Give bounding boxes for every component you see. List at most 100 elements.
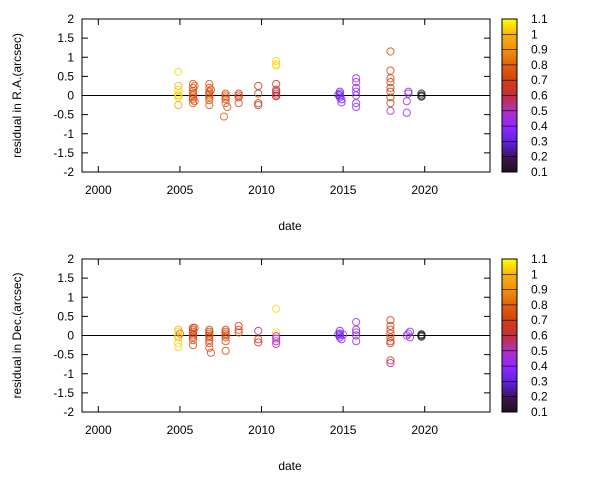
y-tick-label: -1.5 bbox=[53, 386, 74, 400]
data-point bbox=[334, 90, 343, 99]
colorbar-segment bbox=[502, 361, 517, 365]
data-point bbox=[174, 67, 183, 76]
data-point bbox=[234, 325, 243, 334]
colorbar-tick-label: 0.6 bbox=[531, 329, 548, 343]
colorbar-segment bbox=[502, 284, 517, 288]
colorbar-segment bbox=[502, 274, 517, 278]
colorbar-segment bbox=[502, 67, 517, 71]
data-point bbox=[254, 100, 263, 110]
colorbar-segment bbox=[502, 299, 517, 303]
colorbar-segment bbox=[502, 378, 517, 382]
y-tick-label: 1.5 bbox=[57, 31, 74, 45]
data-point bbox=[206, 85, 216, 94]
data-point bbox=[386, 333, 395, 342]
data-point bbox=[352, 337, 361, 346]
colorbar-segment bbox=[502, 49, 517, 53]
data-point bbox=[206, 348, 216, 357]
colorbar-segment bbox=[502, 343, 517, 347]
colorbar-segment bbox=[502, 108, 517, 112]
y-tick-label: -1.5 bbox=[53, 146, 74, 160]
colorbar-segment bbox=[502, 110, 517, 114]
colorbar-segment bbox=[502, 105, 517, 109]
x-tick-label: 2000 bbox=[85, 423, 112, 437]
colorbar-segment bbox=[502, 156, 517, 160]
colorbar-segment bbox=[502, 330, 517, 334]
colorbar-segment bbox=[502, 259, 517, 263]
data-point bbox=[386, 339, 395, 348]
colorbar-segment bbox=[502, 146, 517, 150]
colorbar-tick-label: 0.1 bbox=[531, 405, 548, 419]
data-point bbox=[221, 99, 230, 108]
colorbar-tick-label: 0.4 bbox=[531, 359, 548, 373]
colorbar-segment bbox=[502, 47, 517, 51]
colorbar-segment bbox=[502, 72, 517, 76]
colorbar-tick-label: 0.9 bbox=[531, 283, 548, 297]
x-tick-label: 2005 bbox=[167, 183, 194, 197]
data-point bbox=[205, 95, 214, 105]
y-tick-label: -0.5 bbox=[53, 348, 74, 362]
y-tick-label: 1 bbox=[67, 50, 74, 64]
colorbar-segment bbox=[502, 312, 517, 316]
y-tick-label: 0.5 bbox=[57, 69, 74, 83]
data-point bbox=[190, 81, 199, 91]
data-point bbox=[188, 86, 198, 96]
y-tick-label: 1.5 bbox=[57, 271, 74, 285]
colorbar-segment bbox=[502, 289, 517, 293]
colorbar-segment bbox=[502, 404, 517, 408]
colorbar-segment bbox=[502, 149, 517, 153]
colorbar-segment bbox=[502, 29, 517, 33]
colorbar-segment bbox=[502, 59, 517, 63]
colorbar-tick-label: 0.5 bbox=[531, 104, 548, 118]
colorbar-segment bbox=[502, 62, 517, 66]
data-point bbox=[205, 343, 214, 352]
colorbar-segment bbox=[502, 115, 517, 119]
colorbar-segment bbox=[502, 315, 517, 319]
colorbar-tick-label: 0.3 bbox=[531, 134, 548, 148]
colorbar-segment bbox=[502, 406, 517, 410]
colorbar-segment bbox=[502, 281, 517, 285]
data-point bbox=[205, 339, 214, 348]
data-point bbox=[386, 66, 395, 75]
data-point bbox=[386, 78, 395, 87]
colorbar-segment bbox=[502, 394, 517, 398]
y-tick-label: -2 bbox=[63, 165, 74, 179]
colorbar-segment bbox=[502, 159, 517, 163]
colorbar-segment bbox=[502, 75, 517, 79]
data-point bbox=[254, 335, 263, 344]
data-point bbox=[272, 328, 281, 337]
data-point bbox=[417, 332, 426, 341]
colorbar-segment bbox=[502, 138, 517, 142]
colorbar-segment bbox=[502, 294, 517, 298]
colorbar-segment bbox=[502, 36, 517, 40]
data-point bbox=[219, 112, 229, 121]
colorbar-segment bbox=[502, 279, 517, 283]
colorbar-segment bbox=[502, 307, 517, 311]
colorbar-segment bbox=[502, 383, 517, 387]
data-point bbox=[174, 100, 183, 110]
colorbar-segment bbox=[502, 77, 517, 81]
colorbar-segment bbox=[502, 98, 517, 102]
colorbar-segment bbox=[502, 164, 517, 168]
data-point bbox=[352, 325, 361, 334]
data-point bbox=[188, 340, 198, 350]
colorbar-segment bbox=[502, 90, 517, 94]
colorbar-segment bbox=[502, 386, 517, 390]
data-point bbox=[205, 100, 214, 110]
colorbar-segment bbox=[502, 131, 517, 135]
colorbar-segment bbox=[502, 169, 517, 173]
colorbar-tick-label: 1.1 bbox=[531, 252, 548, 266]
colorbar-segment bbox=[502, 325, 517, 329]
plot-panel-1: -2 -1.5 -1 -0.5 0 0.5 1 1.5 2 2000 2005 2010 2015 202… bbox=[10, 12, 548, 233]
colorbar-segment bbox=[502, 57, 517, 61]
x-tick-label: 2015 bbox=[330, 423, 357, 437]
colorbar-tick-label: 0.7 bbox=[531, 73, 548, 87]
data-point bbox=[352, 78, 361, 87]
colorbar-tick-label: 0.6 bbox=[531, 89, 548, 103]
data-point bbox=[188, 95, 198, 104]
colorbar-segment bbox=[502, 24, 517, 28]
colorbar-tick-label: 0.7 bbox=[531, 313, 548, 327]
data-point bbox=[352, 328, 361, 337]
y-tick-label: 0 bbox=[67, 329, 74, 343]
data-point bbox=[386, 83, 395, 92]
data-point bbox=[402, 108, 411, 117]
